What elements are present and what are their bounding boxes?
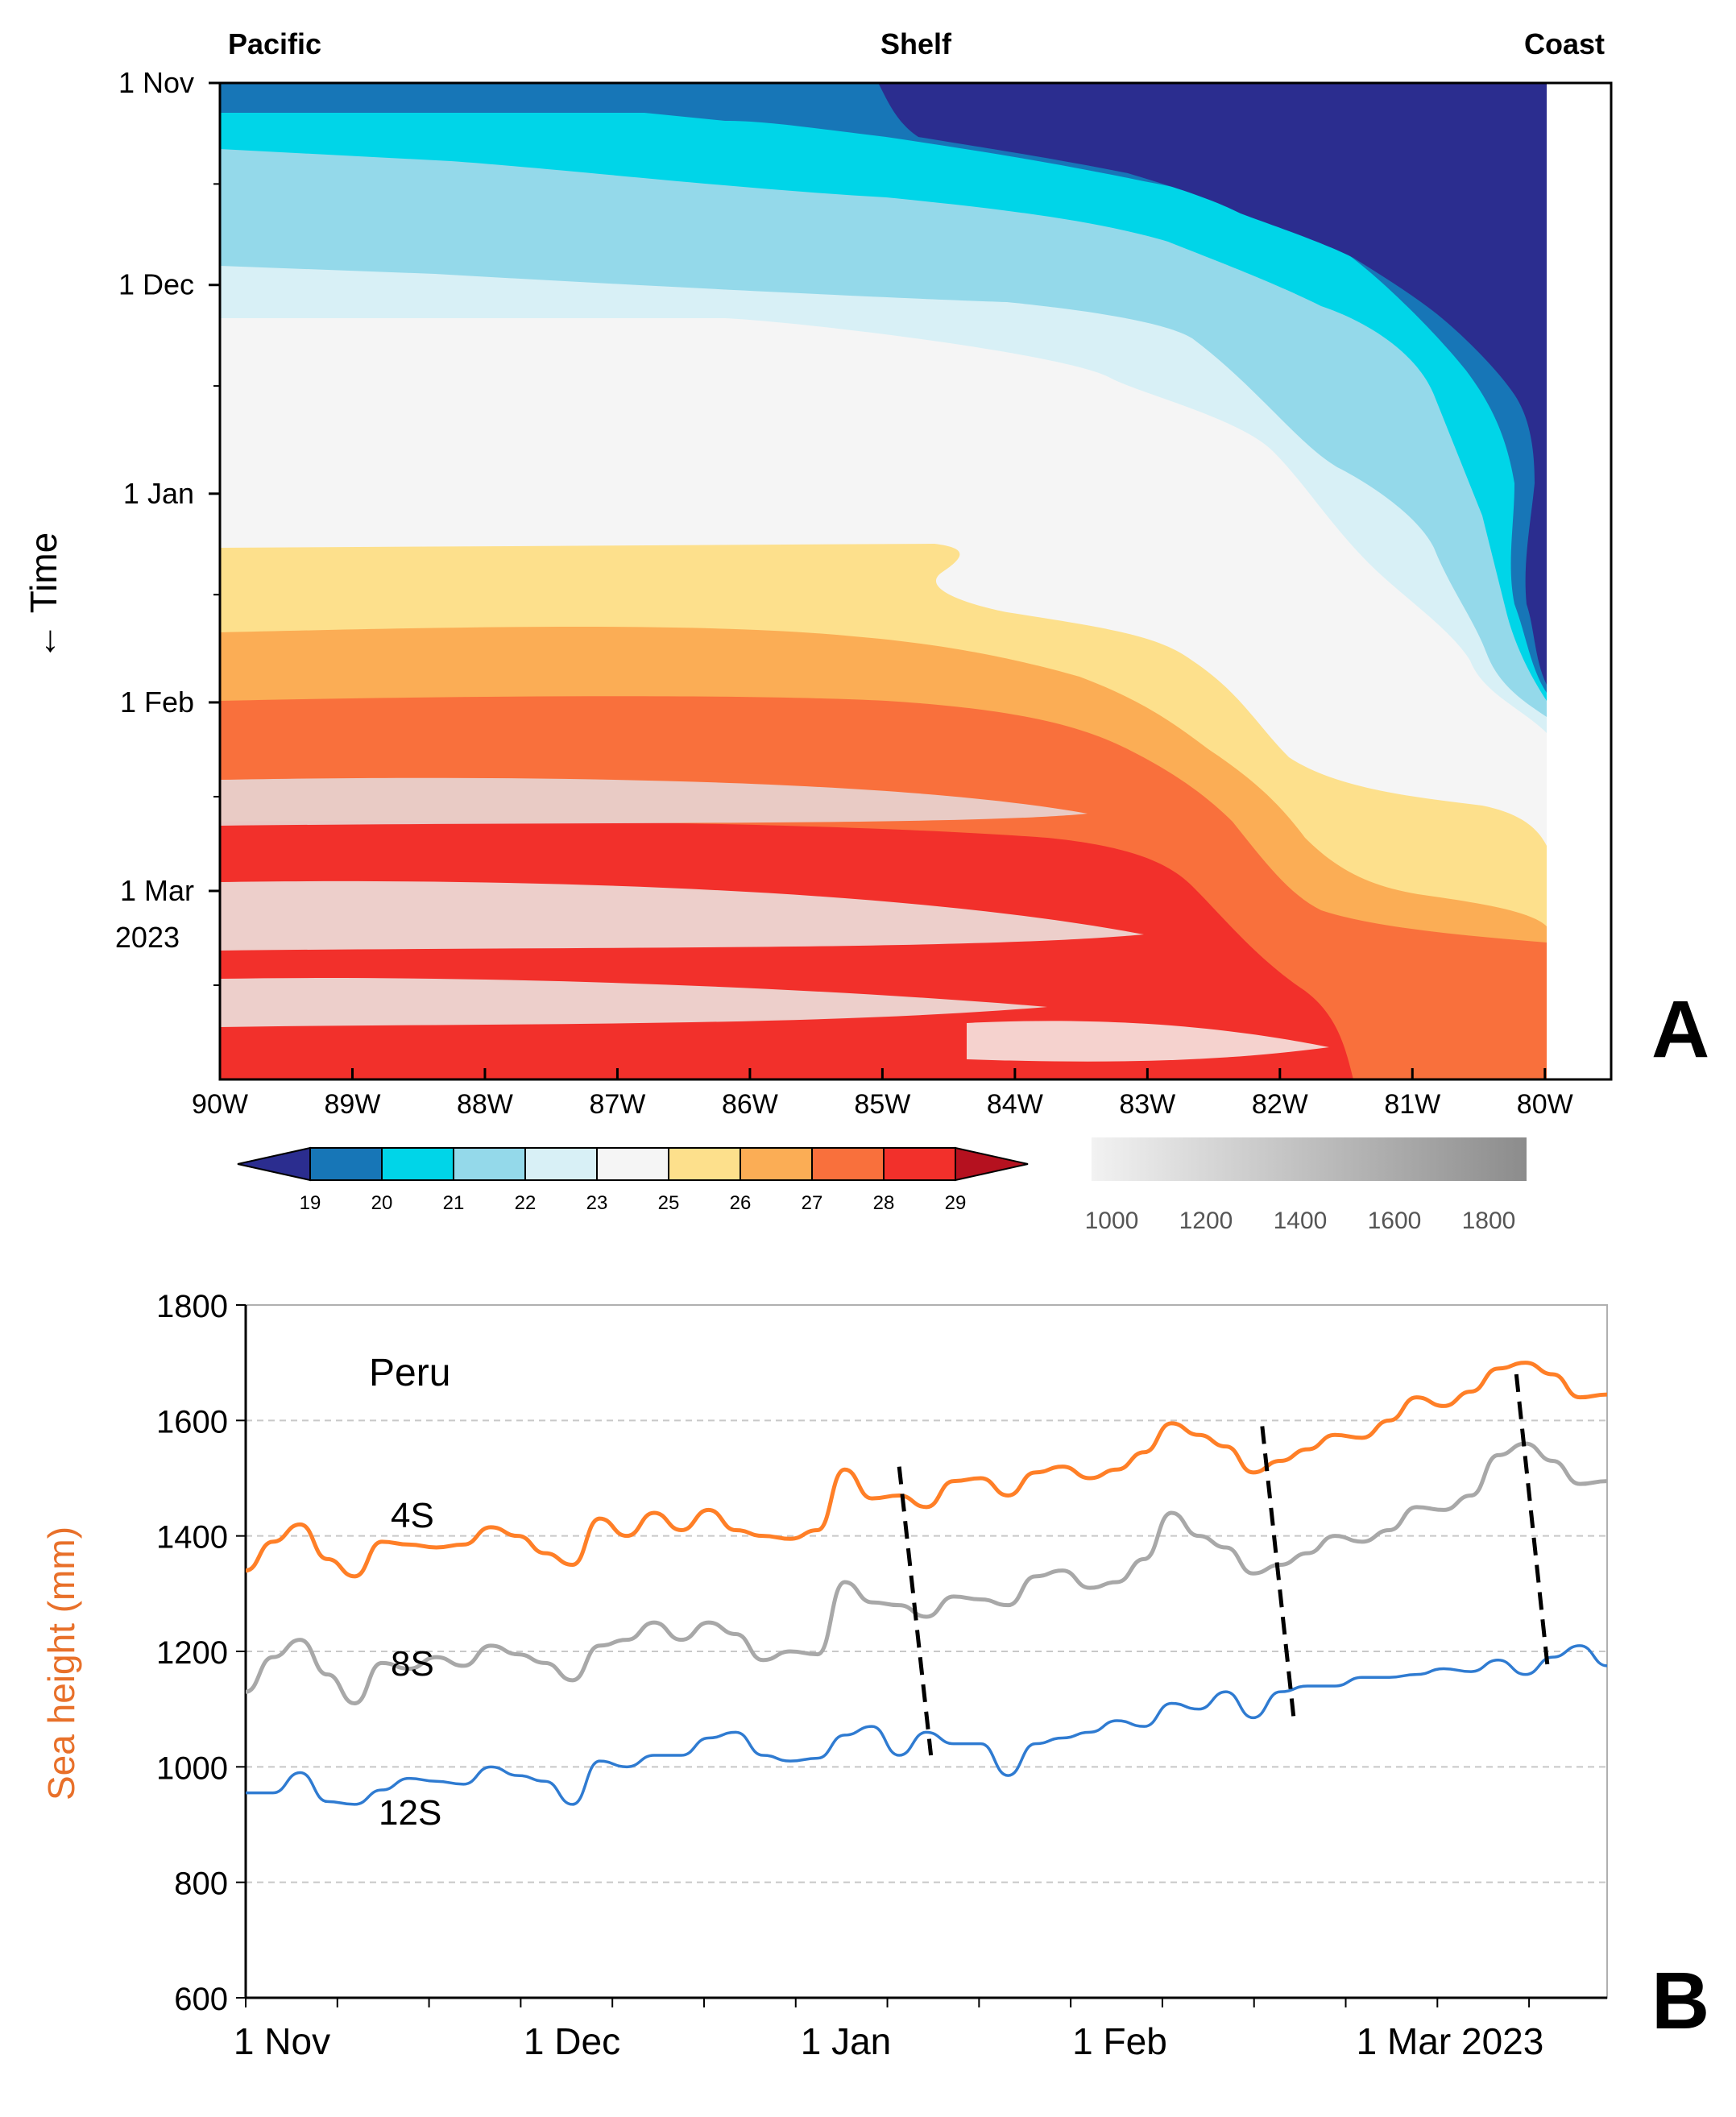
xtick-label: 1 Feb [1072,2020,1167,2062]
heatmap-xtick-label: 85W [854,1089,910,1120]
line-chart-axes: 600 800 1000 1200 1400 1600 1800 1 Nov 1 Dec 1 Ja… [156,1289,1607,2062]
coast-strip [1547,83,1611,1079]
line-chart-ylabel: Sea height (mm) [40,1527,82,1800]
panel-label-b: B [1651,1956,1709,2046]
top-label-shelf: Shelf [880,27,952,60]
heatmap-xtick-label: 86W [722,1089,778,1120]
colorbar-tick-label: 22 [515,1192,537,1214]
overlay-streak-1 [220,777,1088,826]
panel-b: 600 800 1000 1200 1400 1600 1800 1 Nov 1 Dec 1 Ja… [40,1289,1709,2062]
heatmap-ytick-label: 1 Feb [120,686,194,719]
colorbar-bin [453,1147,526,1181]
gray-colorbar: 1000 1200 1400 1600 1800 [1085,1137,1527,1234]
heatmap-ytick-label-year: 2023 [115,921,180,954]
ytick-label: 1600 [156,1404,228,1440]
colorbar-tick-label: 21 [443,1192,465,1214]
colorbar-tick-label: 27 [802,1192,823,1214]
colorbar-bin [596,1147,669,1181]
line-chart-series [245,1361,1608,1806]
xtick-label: 1 Mar 2023 [1357,2020,1544,2062]
colorbar-extend-low [237,1146,311,1182]
series-4s-line [245,1361,1608,1579]
top-label-pacific: Pacific [228,27,321,60]
colorbar-tick-label: 26 [730,1192,752,1214]
band-t21 [220,83,1547,701]
colorbar-bin [883,1147,956,1181]
xtick-label: 1 Jan [801,2020,892,2062]
xtick-label: 1 Dec [524,2020,620,2062]
series-label-8s: 8S [391,1644,434,1684]
colorbar-bin [668,1147,741,1181]
ytick-label: 1200 [156,1635,228,1671]
panel-label-a: A [1651,984,1709,1075]
colorbar-bin [524,1147,598,1181]
panel-a: Pacific Shelf Coast 90W 89W 88W 87W [23,27,1709,1234]
colorbar-bin [811,1147,885,1181]
colorbar-bin [309,1147,383,1181]
heatmap-ytick-label: 1 Dec [118,268,194,301]
series-label-4s: 4S [391,1496,434,1535]
heatmap-xtick-label: 82W [1252,1089,1308,1120]
heatmap-xtick-label: 80W [1517,1089,1573,1120]
heatmap-xtick-label: 89W [325,1089,381,1120]
gray-colorbar-tick-label: 1200 [1179,1208,1233,1234]
heatmap-xtick-label: 81W [1384,1089,1440,1120]
series-label-12s: 12S [379,1793,441,1833]
gray-colorbar-tick-label: 1400 [1274,1208,1328,1234]
heatmap-area [220,83,1611,1079]
gray-colorbar-tick-label: 1000 [1085,1208,1139,1234]
ytick-label: 1800 [156,1289,228,1324]
heatmap-ytick-label: 1 Nov [118,66,194,99]
gray-colorbar-tick-label: 1600 [1368,1208,1422,1234]
colorbar-tick-label: 19 [300,1192,321,1214]
gray-colorbar-tick-label: 1800 [1462,1208,1516,1234]
ytick-label: 800 [174,1866,228,1902]
heatmap-ylabel: ← Time [23,532,64,660]
overlay-streak-4 [967,1021,1329,1062]
sst-colorbar: 19 20 21 22 23 25 26 27 28 29 [237,1146,1029,1214]
heatmap-axes: 90W 89W 88W 87W 86W 85W 84W 83W 82W 81W 80W 1 Nov 1 … [115,66,1573,1120]
gray-colorbar-fill [1092,1137,1527,1181]
ytick-label: 600 [174,1982,228,2017]
heatmap-xtick-label: 84W [987,1089,1043,1120]
colorbar-tick-label: 20 [371,1192,393,1214]
propagation-dashed-line [1514,1373,1551,1672]
heatmap-ytick-label: 1 Jan [123,477,194,510]
propagation-dashed-line [897,1466,934,1756]
propagation-dashed-line [1260,1426,1296,1721]
colorbar-bin [740,1147,813,1181]
heatmap-xtick-label: 87W [589,1089,645,1120]
heatmap-frame [218,81,1613,1081]
ytick-label: 1400 [156,1520,228,1556]
series-8s-line [245,1441,1608,1705]
colorbar-tick-label: 25 [658,1192,680,1214]
top-label-coast: Coast [1524,27,1605,60]
colorbar-bin [381,1147,454,1181]
heatmap-ytick-label: 1 Mar [120,874,194,907]
ytick-label: 1000 [156,1750,228,1786]
line-chart-dashed-lines [897,1373,1551,1756]
line-chart-title: Peru [369,1352,450,1394]
xtick-label: 1 Nov [234,2020,330,2062]
heatmap-xtick-label: 83W [1119,1089,1175,1120]
colorbar-tick-label: 23 [586,1192,608,1214]
overlay-streak-2 [220,880,1144,951]
colorbar-extend-high [955,1146,1029,1182]
band-t19 [878,83,1547,685]
heatmap-xtick-label: 90W [192,1089,248,1120]
line-chart-grid [246,1419,1607,1883]
colorbar-tick-label: 28 [873,1192,895,1214]
colorbar-tick-label: 29 [945,1192,967,1214]
overlay-streak-3 [220,978,1047,1027]
heatmap-xtick-label: 88W [457,1089,513,1120]
